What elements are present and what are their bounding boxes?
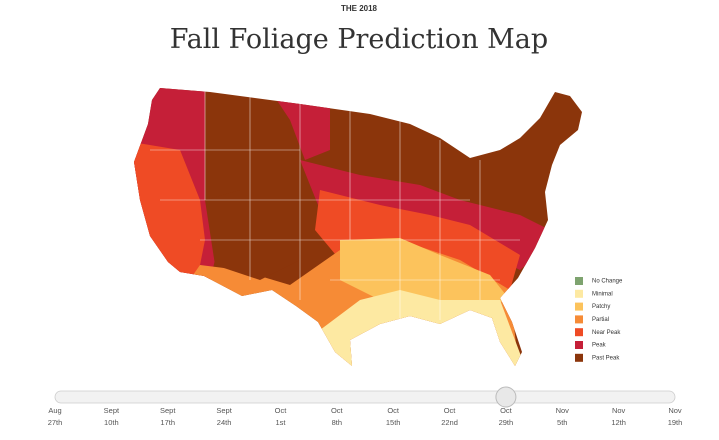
legend-label: Peak xyxy=(592,343,607,349)
date-day[interactable]: 17th xyxy=(160,418,175,427)
date-month[interactable]: Sept xyxy=(216,406,232,415)
date-month[interactable]: Sept xyxy=(104,406,120,415)
date-month[interactable]: Oct xyxy=(331,406,344,415)
date-month[interactable]: Nov xyxy=(612,406,626,415)
date-day[interactable]: 29th xyxy=(499,418,514,427)
legend-swatch xyxy=(575,277,583,285)
date-day[interactable]: 15th xyxy=(386,418,401,427)
legend: No Change Minimal Patchy Partial Near Peak Pe… xyxy=(575,277,623,362)
date-day[interactable]: 22nd xyxy=(441,418,458,427)
legend-label: Past Peak xyxy=(592,355,620,361)
date-month[interactable]: Oct xyxy=(387,406,400,415)
date-day[interactable]: 1st xyxy=(275,418,286,427)
legend-swatch xyxy=(575,289,583,298)
legend-swatch xyxy=(575,302,583,311)
date-day[interactable]: 10th xyxy=(104,418,119,427)
legend-label: Partial xyxy=(592,317,609,323)
legend-label: Minimal xyxy=(592,291,613,297)
date-month[interactable]: Nov xyxy=(556,406,570,415)
date-day[interactable]: 27th xyxy=(48,418,63,427)
date-month[interactable]: Aug xyxy=(48,406,61,415)
legend-label: Patchy xyxy=(592,304,610,310)
legend-swatch xyxy=(575,328,583,337)
foliage-map xyxy=(134,88,582,366)
date-month[interactable]: Oct xyxy=(444,406,457,415)
legend-label: Near Peak xyxy=(592,330,621,336)
legend-swatch xyxy=(575,315,583,324)
slider-handle[interactable] xyxy=(495,386,517,408)
date-month[interactable]: Nov xyxy=(668,406,682,415)
legend-swatch xyxy=(575,341,583,349)
slider-track[interactable] xyxy=(54,390,676,404)
kicker: THE 2018 xyxy=(341,4,378,13)
date-month[interactable]: Oct xyxy=(500,406,513,415)
date-day[interactable]: 5th xyxy=(557,418,567,427)
legend-label: No Change xyxy=(592,279,623,285)
date-day[interactable]: 12th xyxy=(611,418,626,427)
date-day[interactable]: 8th xyxy=(332,418,342,427)
date-day[interactable]: 19th xyxy=(668,418,683,427)
title: Fall Foliage Prediction Map xyxy=(170,24,548,55)
date-month[interactable]: Oct xyxy=(275,406,288,415)
legend-swatch xyxy=(575,353,583,362)
date-day[interactable]: 24th xyxy=(217,418,232,427)
date-month[interactable]: Sept xyxy=(160,406,176,415)
date-slider[interactable]: Aug 27th Sept 10th Sept 17th Sept 24th Oct 1st Oct… xyxy=(48,386,683,427)
